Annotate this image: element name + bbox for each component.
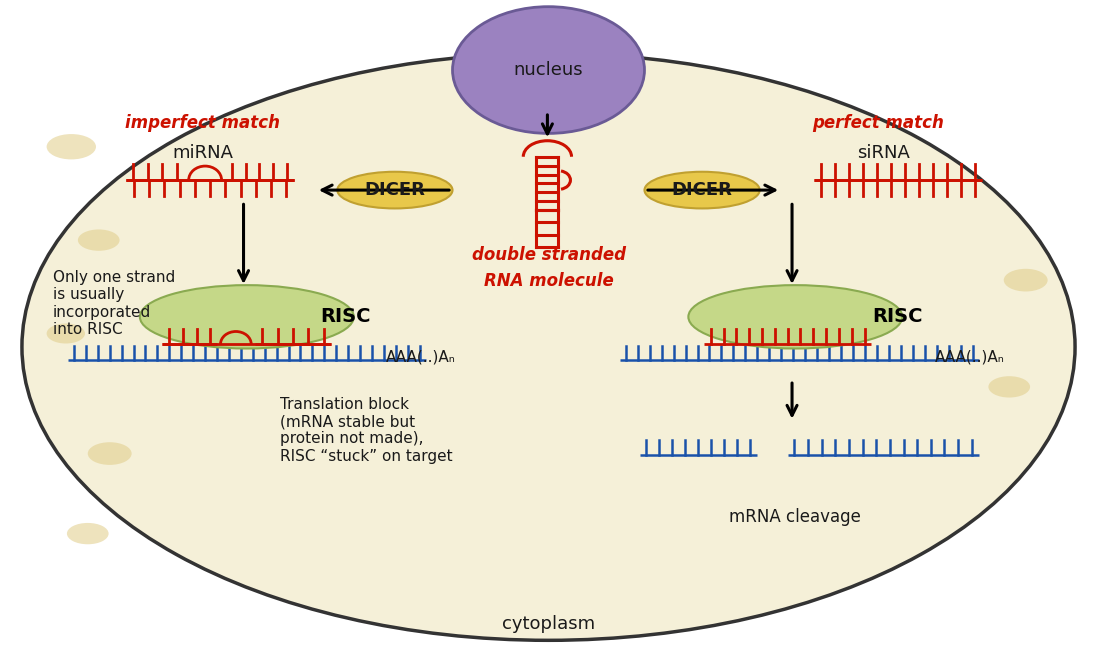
Text: imperfect match: imperfect match (125, 115, 281, 132)
Text: cytoplasm: cytoplasm (502, 615, 595, 632)
Text: siRNA: siRNA (857, 145, 909, 162)
Text: RISC: RISC (872, 307, 923, 326)
Text: RNA molecule: RNA molecule (484, 273, 613, 290)
Ellipse shape (140, 285, 353, 348)
Text: AAA(..)Aₙ: AAA(..)Aₙ (386, 350, 456, 364)
Text: DICER: DICER (671, 181, 733, 199)
Text: RISC: RISC (320, 307, 371, 326)
Text: mRNA cleavage: mRNA cleavage (730, 508, 861, 526)
Text: double stranded: double stranded (472, 246, 625, 263)
Ellipse shape (22, 53, 1075, 640)
Ellipse shape (46, 323, 86, 344)
Ellipse shape (689, 285, 902, 348)
Text: perfect match: perfect match (812, 115, 943, 132)
Text: AAA(..)Aₙ: AAA(..)Aₙ (935, 350, 1005, 364)
Text: Translation block
(mRNA stable but
protein not made),
RISC “stuck” on target: Translation block (mRNA stable but prote… (280, 397, 452, 464)
Ellipse shape (338, 172, 452, 208)
Text: Only one strand
is usually
incorporated
into RISC: Only one strand is usually incorporated … (53, 270, 174, 337)
Text: nucleus: nucleus (513, 61, 584, 79)
Text: miRNA: miRNA (172, 145, 234, 162)
Text: DICER: DICER (364, 181, 426, 199)
Ellipse shape (78, 229, 120, 251)
Ellipse shape (1004, 269, 1048, 291)
Ellipse shape (988, 376, 1030, 398)
Ellipse shape (67, 523, 109, 544)
Ellipse shape (452, 7, 644, 133)
Ellipse shape (47, 134, 97, 159)
Ellipse shape (645, 172, 760, 208)
Ellipse shape (88, 442, 132, 465)
